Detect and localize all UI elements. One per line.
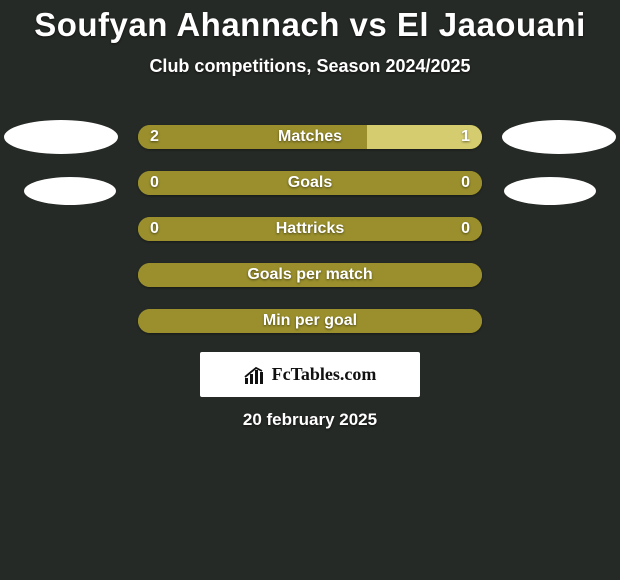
stat-row: Matches2 1 bbox=[138, 125, 482, 149]
stat-row: Goals per match bbox=[138, 263, 482, 287]
brand-chart-icon bbox=[244, 366, 266, 384]
stat-value-player1: 0 bbox=[150, 171, 159, 195]
brand-label: FcTables.com bbox=[272, 364, 377, 385]
stat-label: Goals bbox=[138, 171, 482, 195]
comparison-subtitle: Club competitions, Season 2024/2025 bbox=[0, 56, 620, 77]
snapshot-date: 20 february 2025 bbox=[0, 410, 620, 430]
player1-avatar-shape-top bbox=[4, 120, 118, 154]
player2-avatar-shape-bottom bbox=[504, 177, 596, 205]
stat-label: Hattricks bbox=[138, 217, 482, 241]
stat-value-player2: 0 bbox=[461, 171, 470, 195]
stat-label: Min per goal bbox=[138, 309, 482, 333]
comparison-title: Soufyan Ahannach vs El Jaaouani bbox=[0, 0, 620, 44]
stat-label: Goals per match bbox=[138, 263, 482, 287]
stat-row: Goals0 0 bbox=[138, 171, 482, 195]
stat-value-player1: 2 bbox=[150, 125, 159, 149]
stat-value-player2: 0 bbox=[461, 217, 470, 241]
player1-avatar-shape-bottom bbox=[24, 177, 116, 205]
stat-rows: Matches21Goals00Hattricks00Goals per mat… bbox=[138, 125, 482, 355]
stat-row: Hattricks0 0 bbox=[138, 217, 482, 241]
brand-badge: FcTables.com bbox=[200, 352, 420, 397]
player2-avatar-shape-top bbox=[502, 120, 616, 154]
stat-label: Matches bbox=[138, 125, 482, 149]
stat-value-player2: 1 bbox=[461, 125, 470, 149]
stat-row: Min per goal bbox=[138, 309, 482, 333]
stat-value-player1: 0 bbox=[150, 217, 159, 241]
